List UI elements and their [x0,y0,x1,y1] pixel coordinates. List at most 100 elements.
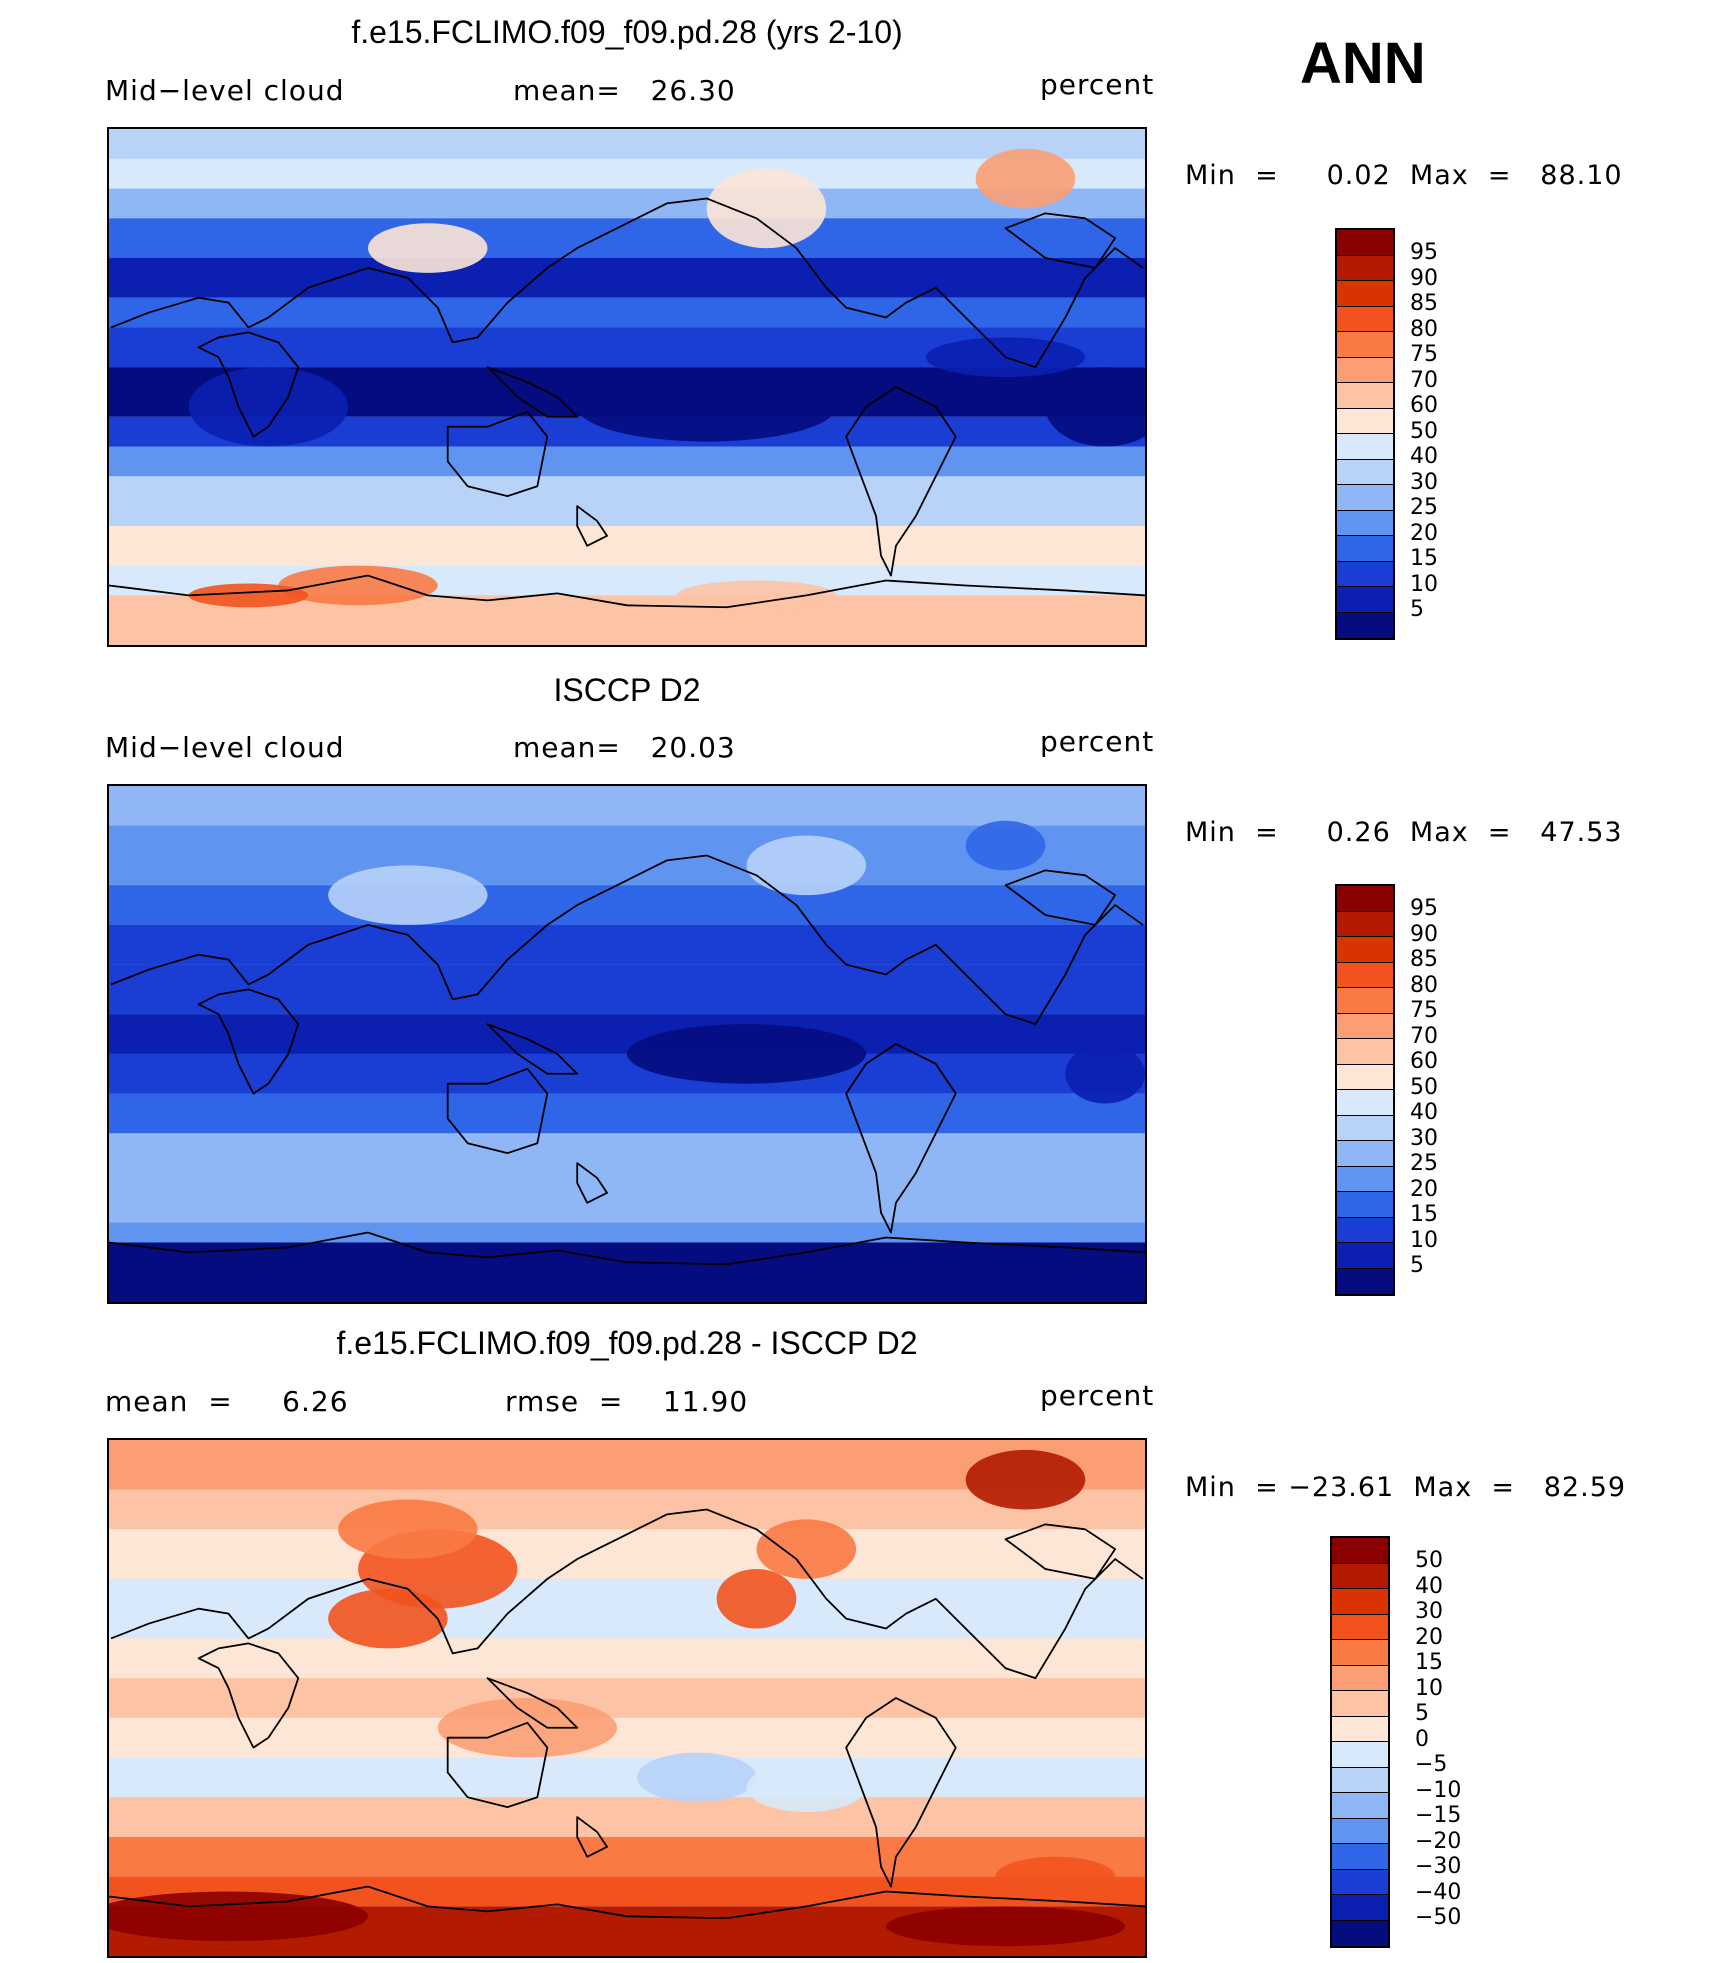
colorbar-tick-label: 25 [1410,495,1438,520]
colorbar-swatch [1332,1793,1388,1819]
unit-label: percent [1040,1379,1155,1412]
colorbar-swatch [1337,230,1393,256]
colorbar-tick-label: 25 [1410,1151,1438,1176]
colorbar-tick-label: 40 [1410,444,1438,469]
colorbar-tick-label: 10 [1410,571,1438,597]
colorbar-swatch [1337,1141,1393,1167]
colorbar-swatch [1337,357,1393,383]
colorbar-swatch [1332,1869,1388,1895]
colorbar-swatch [1337,561,1393,587]
max-value: 82.59 [1543,1472,1627,1503]
colorbar-tick-label: 75 [1410,342,1438,367]
map-model [107,127,1147,647]
colorbar-tick-label: 15 [1410,1202,1438,1227]
map-obs [107,784,1147,1304]
colorbar-labels: 50 40 30 20 15 10 5 0 −5 −10 −15 −20 −30 −40 −50 [1415,1548,1461,1931]
colorbar-swatch [1332,1589,1388,1615]
colorbar-swatch [1332,1920,1388,1946]
colorbar-swatch [1337,1090,1393,1116]
colorbar-tick-label: 75 [1410,998,1438,1023]
min-value: −23.61 [1288,1472,1395,1503]
colorbar-tick-label: 15 [1415,1650,1443,1675]
panel-title: ISCCP D2 [553,672,701,708]
colorbar-tick-label: 50 [1415,1548,1443,1573]
colorbar-tick-label: −30 [1415,1854,1462,1879]
colorbar-tick-label: 70 [1410,367,1438,393]
colorbar-swatch [1337,1064,1393,1090]
colorbar-tick-label: 5 [1410,1253,1424,1278]
colorbar-tick-label: 20 [1415,1624,1443,1650]
colorbar-tick-label: 95 [1410,240,1438,265]
map-diff [107,1438,1147,1958]
colorbar-tick-label: 40 [1410,1100,1438,1125]
colorbar-swatch [1337,1192,1393,1218]
max-label: Max = [1409,817,1512,848]
colorbar-tick-label: 85 [1410,291,1438,316]
colorbar-swatch [1332,1818,1388,1844]
rmse-label: rmse = 11.90 [505,1385,749,1418]
min-max-readout: Min = 0.02 Max = 88.10 [1185,160,1623,191]
max-label: Max = [1409,160,1512,191]
min-max-readout: Min = 0.26 Max = 47.53 [1185,817,1623,848]
colorbar-swatch [1337,485,1393,511]
colorbar-tick-label: 10 [1410,1227,1438,1253]
colorbar-tick-label: 95 [1410,896,1438,921]
unit-label: percent [1040,725,1155,758]
min-max-readout: Min = −23.61 Max = 82.59 [1185,1472,1626,1503]
max-value: 47.53 [1540,817,1623,848]
colorbar-swatch [1332,1640,1388,1666]
mean-label: mean = 6.26 [105,1385,349,1418]
panel-title: f.e15.FCLIMO.f09_f09.pd.28 (yrs 2-10) [351,14,903,50]
max-label: Max = [1413,1472,1515,1503]
colorbar-tick-label: 30 [1410,469,1438,495]
mean-label: mean= 26.30 [513,74,736,107]
colorbar-tick-label: −5 [1415,1752,1448,1777]
colorbar-swatch [1332,1614,1388,1640]
colorbar-tick-label: 20 [1410,520,1438,546]
colorbar-swatch [1332,1716,1388,1742]
colorbar-labels: 95 90 85 80 75 70 60 50 40 30 25 20 15 10 5 [1410,896,1438,1279]
colorbar-swatch [1337,962,1393,988]
colorbar-swatch [1337,306,1393,332]
colorbar-swatch [1337,383,1393,409]
colorbar-tick-label: −40 [1415,1879,1462,1905]
colorbar-tick-label: 10 [1415,1675,1443,1701]
colorbar [1335,884,1395,1296]
colorbar-tick-label: −10 [1415,1777,1462,1803]
colorbar-tick-label: 30 [1415,1599,1443,1624]
colorbar-tick-label: 85 [1410,947,1438,972]
colorbar-swatch [1337,1243,1393,1269]
colorbar-tick-label: 50 [1410,1074,1438,1100]
colorbar-swatch [1337,332,1393,358]
colorbar-swatch [1332,1844,1388,1870]
colorbar-swatch [1337,434,1393,460]
colorbar-swatch [1337,255,1393,281]
colorbar-swatch [1332,1742,1388,1768]
unit-label: percent [1040,68,1155,101]
colorbar-swatch [1337,587,1393,613]
colorbar-tick-label: 70 [1410,1023,1438,1049]
colorbar-swatch [1337,886,1393,912]
colorbar-tick-label: 90 [1410,921,1438,947]
colorbar-tick-label: 50 [1410,418,1438,444]
colorbar-tick-label: 40 [1415,1573,1443,1599]
colorbar-swatch [1337,612,1393,638]
colorbar-swatch [1337,408,1393,434]
colorbar-swatch [1337,1115,1393,1141]
colorbar-tick-label: 5 [1410,597,1424,622]
colorbar-tick-label: −50 [1415,1905,1462,1930]
colorbar-swatch [1337,459,1393,485]
colorbar-tick-label: 0 [1415,1726,1429,1752]
colorbar-swatch [1332,1691,1388,1717]
variable-label: Mid−level cloud [105,74,345,107]
colorbar-tick-label: 60 [1410,393,1438,418]
colorbar-swatch [1337,1166,1393,1192]
min-label: Min = [1185,160,1279,191]
colorbar-tick-label: 90 [1410,265,1438,291]
max-value: 88.10 [1540,160,1623,191]
colorbar-labels: 95 90 85 80 75 70 60 50 40 30 25 20 15 10 5 [1410,240,1438,623]
mean-label: mean= 20.03 [513,731,736,764]
colorbar-swatch [1332,1767,1388,1793]
colorbar-swatch [1332,1563,1388,1589]
colorbar-tick-label: 80 [1410,972,1438,998]
